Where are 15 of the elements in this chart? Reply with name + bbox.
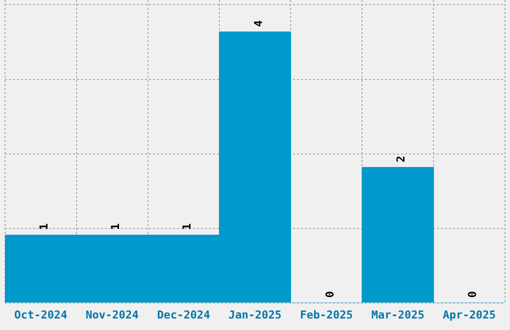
x-tick-label: Feb-2025 xyxy=(300,308,353,322)
x-tick-label: Mar-2025 xyxy=(371,308,424,322)
data-label: 2 xyxy=(394,156,408,162)
data-label: 1 xyxy=(38,223,51,230)
x-tick-label: Apr-2025 xyxy=(442,308,496,322)
bar xyxy=(362,166,434,303)
data-label: 1 xyxy=(109,223,122,230)
data-label: 0 xyxy=(323,291,336,298)
x-tick-label: Dec-2024 xyxy=(157,308,210,322)
x-tick-label: Oct-2024 xyxy=(14,308,68,322)
x-tick-label: Jan-2025 xyxy=(228,308,282,322)
data-label: 4 xyxy=(252,20,265,27)
data-label: 0 xyxy=(466,291,480,298)
data-label: 1 xyxy=(180,223,194,230)
x-tick-label: Nov-2024 xyxy=(86,308,140,322)
